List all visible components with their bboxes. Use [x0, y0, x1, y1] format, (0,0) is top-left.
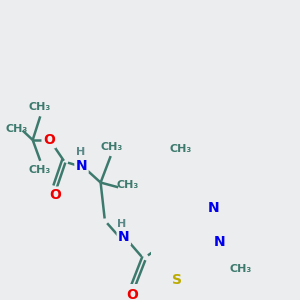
- Text: CH₃: CH₃: [5, 124, 28, 134]
- Text: N: N: [118, 230, 130, 244]
- Text: CH₃: CH₃: [28, 165, 51, 175]
- Text: N: N: [214, 235, 225, 249]
- Text: H: H: [117, 219, 126, 229]
- Text: CH₃: CH₃: [116, 180, 138, 190]
- Text: CH₃: CH₃: [169, 144, 192, 154]
- Text: S: S: [172, 273, 182, 287]
- Text: CH₃: CH₃: [100, 142, 123, 152]
- Text: O: O: [43, 133, 55, 147]
- Text: N: N: [208, 201, 219, 215]
- Text: CH₃: CH₃: [229, 264, 252, 274]
- Text: N: N: [76, 158, 87, 172]
- Text: O: O: [126, 288, 138, 300]
- Text: H: H: [76, 147, 85, 157]
- Text: O: O: [49, 188, 61, 202]
- Text: CH₃: CH₃: [28, 102, 51, 112]
